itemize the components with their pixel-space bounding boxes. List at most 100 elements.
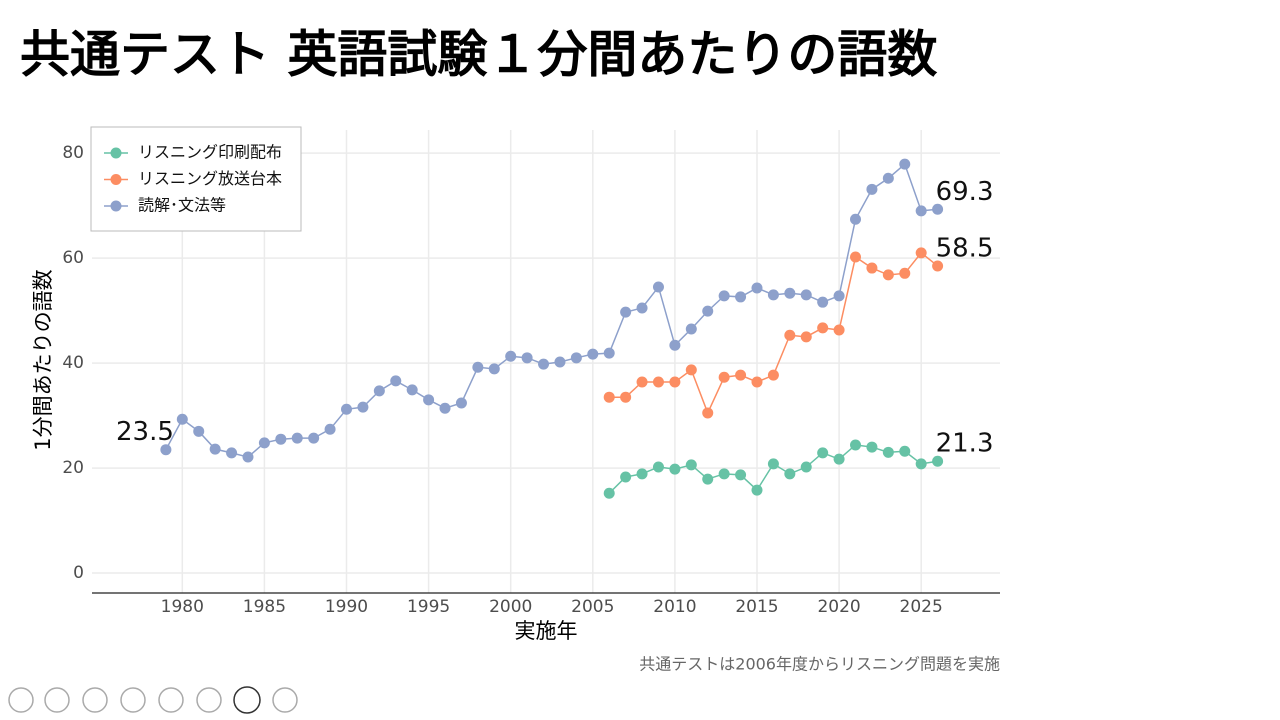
data-point — [685, 459, 697, 471]
y-tick-label: 20 — [62, 458, 84, 478]
x-tick-label: 2000 — [489, 597, 532, 617]
data-point — [817, 322, 829, 334]
data-point — [226, 447, 238, 459]
data-point — [767, 458, 779, 470]
data-point — [866, 441, 878, 453]
legend-marker — [110, 147, 122, 159]
data-point — [652, 376, 664, 388]
data-point — [751, 376, 763, 388]
data-point — [406, 384, 418, 396]
annotation: 69.3 — [936, 177, 994, 207]
x-tick-label: 2010 — [653, 597, 696, 617]
data-point — [915, 458, 927, 470]
y-tick-label: 0 — [73, 563, 84, 583]
data-point — [258, 437, 270, 449]
data-point — [784, 287, 796, 299]
data-point — [652, 281, 664, 293]
x-tick-label: 1990 — [325, 597, 368, 617]
data-point — [735, 291, 747, 303]
subtitle-button[interactable] — [196, 687, 222, 713]
camera-button[interactable] — [233, 686, 261, 714]
data-point — [685, 323, 697, 335]
annotation: 58.5 — [936, 233, 994, 263]
x-tick-label: 2020 — [817, 597, 860, 617]
legend-marker — [110, 174, 122, 185]
data-point — [620, 391, 632, 403]
data-point — [291, 432, 303, 444]
prev-button[interactable] — [8, 687, 34, 713]
data-point — [882, 446, 894, 458]
slides-button[interactable] — [120, 687, 146, 713]
data-point — [669, 339, 681, 351]
annotation: 21.3 — [936, 429, 994, 459]
data-point — [488, 363, 500, 375]
data-point — [209, 443, 221, 455]
data-point — [423, 394, 435, 406]
data-point — [587, 348, 599, 360]
data-point — [472, 361, 484, 373]
data-point — [882, 172, 894, 184]
data-point — [669, 376, 681, 388]
data-point — [850, 251, 862, 263]
data-point — [390, 375, 402, 387]
data-point — [636, 468, 648, 480]
data-point — [817, 447, 829, 459]
data-point — [702, 407, 714, 419]
data-point — [866, 262, 878, 274]
data-point — [652, 461, 664, 473]
x-tick-label: 1995 — [407, 597, 450, 617]
data-point — [850, 213, 862, 225]
data-point — [735, 469, 747, 481]
data-point — [800, 289, 812, 301]
zoom-button[interactable] — [158, 687, 184, 713]
data-point — [751, 282, 763, 294]
data-point — [160, 444, 172, 456]
data-point — [603, 487, 615, 499]
data-point — [455, 397, 467, 409]
data-point — [932, 260, 944, 272]
data-point — [636, 376, 648, 388]
x-axis-label: 実施年 — [515, 619, 578, 643]
data-point — [521, 352, 533, 364]
data-point — [308, 432, 320, 444]
data-point — [833, 324, 845, 336]
y-tick-label: 60 — [62, 248, 84, 268]
data-point — [735, 369, 747, 381]
data-point — [833, 290, 845, 302]
data-point — [636, 302, 648, 314]
more-button[interactable] — [272, 687, 298, 713]
data-point — [702, 305, 714, 317]
data-point — [751, 484, 763, 496]
data-point — [718, 371, 730, 383]
data-point — [685, 364, 697, 376]
data-point — [538, 358, 550, 370]
x-tick-label: 1985 — [243, 597, 286, 617]
data-point — [341, 403, 353, 415]
data-point — [899, 445, 911, 457]
next-button[interactable] — [44, 687, 70, 713]
pen-button[interactable] — [82, 687, 108, 713]
data-point — [915, 205, 927, 217]
data-point — [899, 267, 911, 279]
data-point — [669, 463, 681, 475]
data-point — [767, 289, 779, 301]
data-point — [866, 183, 878, 195]
data-point — [554, 356, 566, 368]
slideshow-toolbar — [8, 686, 298, 714]
x-tick-label: 2005 — [571, 597, 614, 617]
data-point — [242, 451, 254, 463]
legend-label: 読解･文法等 — [138, 196, 226, 215]
slide-title: 共通テスト 英語試験１分間あたりの語数 — [20, 26, 937, 84]
data-point — [176, 413, 188, 425]
data-point — [373, 385, 385, 397]
data-point — [718, 290, 730, 302]
data-point — [193, 425, 205, 437]
data-point — [882, 269, 894, 281]
data-point — [620, 306, 632, 318]
data-point — [603, 391, 615, 403]
data-point — [324, 423, 336, 435]
data-point — [718, 468, 730, 480]
